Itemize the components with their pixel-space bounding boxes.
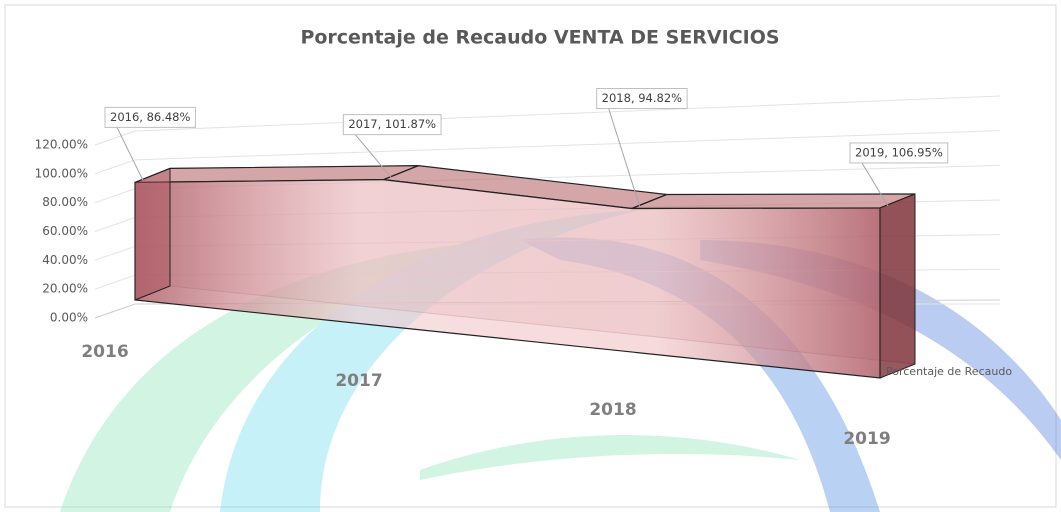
data-label: 2019, 106.95% — [855, 145, 943, 159]
callout-line — [861, 162, 889, 207]
x-tick-label: 2016 — [81, 342, 128, 362]
side-left — [134, 167, 171, 301]
y-tick-label: 40.00% — [42, 253, 88, 267]
y-tick-label: 80.00% — [42, 195, 88, 209]
y-tick-label: 100.00% — [35, 166, 88, 180]
data-label-box — [342, 114, 442, 136]
y-tick-label: 60.00% — [42, 224, 88, 238]
data-label-box — [849, 142, 949, 164]
area-top — [631, 193, 916, 210]
x-tick-label: 2019 — [843, 429, 890, 449]
x-tick-label: 2017 — [335, 371, 382, 391]
callout-line — [608, 108, 641, 207]
grid-line — [94, 130, 1001, 175]
y-tick-label: 0.00% — [50, 311, 88, 325]
side-right — [879, 193, 916, 379]
data-label: 2017, 101.87% — [348, 117, 436, 131]
x-tick-label: 2018 — [589, 400, 636, 420]
chart-title: Porcentaje de Recaudo VENTA DE SERVICIOS — [300, 27, 779, 49]
data-label: 2018, 94.82% — [602, 91, 682, 105]
y-tick-label: 120.00% — [35, 138, 88, 152]
callout-line — [354, 134, 392, 178]
data-label-box — [104, 106, 196, 128]
data-label-box — [596, 88, 688, 110]
callout-line — [116, 127, 144, 181]
y-tick-label: 20.00% — [42, 282, 88, 296]
grid-line — [94, 95, 1001, 146]
series-label: Porcentaje de Recaudo — [886, 365, 1012, 378]
data-label: 2016, 86.48% — [110, 110, 190, 124]
